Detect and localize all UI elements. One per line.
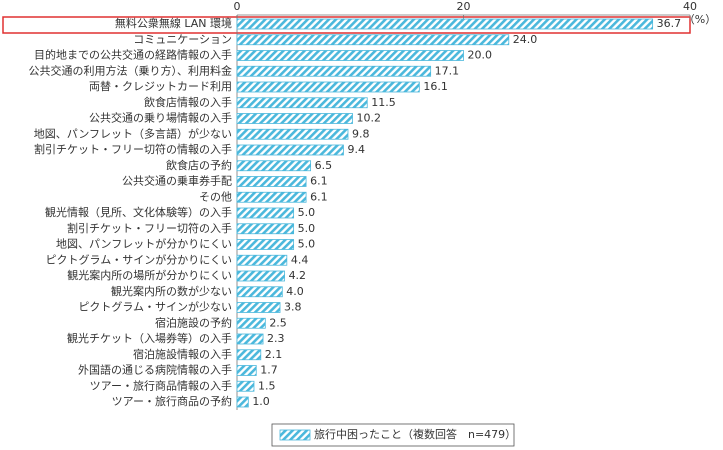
value-label: 2.3	[267, 332, 285, 345]
bar	[236, 239, 295, 250]
bar	[236, 144, 344, 156]
y-tick-label: 飲食店情報の入手	[144, 95, 232, 109]
bar	[236, 128, 349, 140]
bar	[236, 160, 312, 172]
y-tick-label: 地図、パンフレットが分かりにくい	[56, 237, 232, 251]
y-tick-label: 宿泊施設情報の入手	[133, 347, 232, 361]
bar	[236, 349, 262, 361]
x-tick-label: 20	[457, 0, 471, 13]
y-tick-label: ピクトグラム・サインが分かりにくい	[46, 252, 232, 266]
legend-swatch	[279, 429, 311, 441]
y-tick-label: 外国語の通じる病院情報の入手	[78, 363, 232, 377]
bar	[236, 81, 420, 93]
y-tick-label: 両替・クレジットカード利用	[89, 79, 232, 93]
value-label: 5.0	[298, 238, 316, 251]
y-tick-label: 目的地までの公共交通の経路情報の入手	[34, 48, 232, 62]
value-label: 10.2	[357, 112, 382, 125]
value-label: 16.1	[423, 80, 448, 93]
value-label: 1.5	[258, 379, 276, 392]
bar	[236, 286, 283, 298]
bar	[236, 365, 257, 376]
y-tick-label: 無料公衆無線 LAN 環境	[115, 16, 232, 30]
value-label: 5.0	[298, 222, 316, 235]
value-label: 3.8	[284, 301, 302, 314]
y-tick-label: 地図、パンフレット（多言語）が少ない	[34, 126, 232, 140]
value-label: 6.5	[315, 159, 333, 172]
bar	[236, 333, 264, 345]
value-label: 4.4	[291, 253, 309, 266]
y-tick-label: 割引チケット・フリー切符の情報の入手	[34, 142, 232, 156]
value-label: 17.1	[435, 64, 460, 77]
unit-label: （%）	[684, 13, 716, 26]
y-tick-label: 観光案内所の場所が分かりにくい	[67, 268, 232, 282]
y-tick-label: 公共交通の乗車券手配	[122, 174, 232, 188]
value-label: 11.5	[371, 96, 396, 109]
value-label: 1.0	[252, 395, 270, 408]
legend-label: 旅行中困ったこと（複数回答 n=479）	[314, 427, 516, 441]
y-tick-label: ツアー・旅行商品の予約	[112, 394, 232, 408]
value-label: 20.0	[468, 49, 493, 62]
bar	[236, 302, 281, 313]
bar	[236, 97, 368, 109]
value-label: 5.0	[298, 206, 316, 219]
y-tick-label: 公共交通の乗り場情報の入手	[89, 111, 232, 125]
y-tick-label: 観光情報（見所、文化体験等）の入手	[45, 205, 232, 219]
y-tick-label: 飲食店の予約	[166, 158, 232, 172]
bar	[236, 191, 307, 203]
value-label: 4.0	[286, 285, 304, 298]
bar	[236, 18, 654, 30]
value-label: 6.1	[310, 175, 328, 188]
value-label: 9.4	[347, 143, 365, 156]
x-tick-label: 0	[234, 0, 241, 13]
y-tick-label: 公共交通の利用方法（乗り方）、利用料金	[29, 63, 233, 77]
y-tick-label: 観光案内所の数が少ない	[111, 284, 232, 298]
bar	[236, 113, 353, 124]
bar	[236, 207, 295, 219]
y-tick-label: 割引チケット・フリー切符の入手	[67, 221, 232, 235]
value-label: 36.7	[657, 17, 682, 30]
y-tick-label: ピクトグラム・サインが少ない	[78, 300, 232, 314]
y-tick-label: ツアー・旅行商品情報の入手	[90, 378, 232, 392]
y-tick-label: 宿泊施設の予約	[155, 315, 232, 329]
bar	[236, 317, 266, 329]
value-label: 24.0	[513, 33, 538, 46]
value-label: 9.8	[352, 127, 370, 140]
bar	[236, 65, 432, 77]
y-tick-label: コミュニケーション	[133, 33, 232, 46]
bar	[236, 176, 307, 187]
value-label: 6.1	[310, 190, 328, 203]
bar	[236, 396, 249, 408]
value-label: 1.7	[260, 364, 278, 377]
x-tick-label: 40	[683, 0, 697, 13]
value-label: 2.1	[265, 348, 283, 361]
y-tick-label: 観光チケット（入場券等）の入手	[67, 331, 232, 345]
bar	[236, 380, 255, 392]
highlight-box	[2, 16, 691, 34]
bar	[236, 223, 295, 235]
bar	[236, 254, 288, 266]
bar	[236, 34, 510, 46]
bar	[236, 270, 285, 282]
y-tick-label: その他	[199, 190, 232, 203]
legend-box	[271, 423, 515, 447]
value-label: 2.5	[269, 316, 287, 329]
value-label: 4.2	[289, 269, 307, 282]
bar	[236, 50, 464, 61]
